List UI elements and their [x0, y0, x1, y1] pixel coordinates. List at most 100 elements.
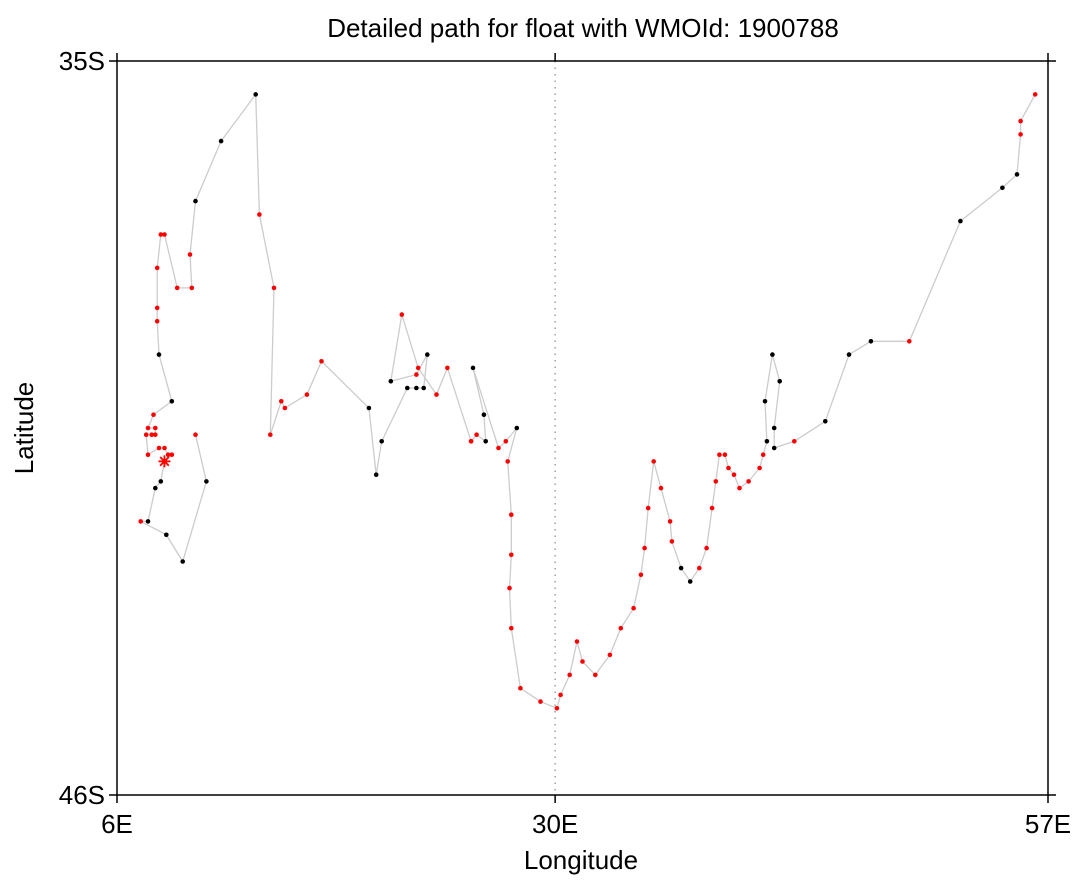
float-position-point [180, 559, 185, 564]
y-axis-ticks: 35S 46S [59, 46, 1056, 810]
float-position-point [204, 479, 209, 484]
float-position-point [474, 432, 479, 438]
float-position-point [507, 585, 512, 591]
float-position-point [868, 339, 874, 344]
float-position-point [193, 198, 198, 204]
y-tick-label: 35S [59, 46, 105, 76]
float-position-point [414, 385, 419, 391]
float-position-point [958, 218, 963, 224]
deploy-asterisk-marker [158, 455, 171, 468]
float-position-point [162, 232, 167, 237]
float-position-point [193, 432, 198, 438]
float-position-point [505, 459, 511, 464]
float-position-point [631, 605, 636, 611]
float-position-point [764, 439, 770, 444]
float-position-point [279, 399, 284, 404]
float-position-point [509, 512, 514, 517]
float-position-point [162, 445, 167, 451]
float-position-point [518, 685, 523, 691]
float-position-point [149, 432, 154, 438]
float-position-point [792, 439, 797, 444]
float-position-point [496, 445, 501, 451]
float-position-point [1000, 185, 1005, 191]
float-position-point [415, 365, 421, 371]
float-position-point [618, 625, 624, 631]
float-position-point [651, 459, 656, 464]
float-position-point [687, 579, 693, 584]
float-position-point [481, 412, 487, 418]
float-position-point [554, 706, 560, 711]
float-position-point [156, 352, 162, 357]
plot-area [116, 60, 1049, 796]
float-position-point [1018, 132, 1023, 137]
float-position-point [445, 365, 450, 371]
float-position-point [607, 652, 613, 658]
float-position-point [151, 412, 156, 418]
float-position-point [366, 405, 372, 411]
float-position-point [777, 379, 782, 384]
float-position-point [770, 352, 775, 357]
float-position-point [737, 485, 742, 491]
float-position-point [907, 339, 912, 344]
float-position-point [746, 479, 751, 484]
float-position-point [153, 485, 158, 491]
plot-frame [116, 60, 1049, 796]
x-axis-title: Longitude [524, 845, 638, 875]
marker-layer [138, 92, 1038, 711]
float-position-point [425, 352, 430, 357]
float-position-point [304, 392, 310, 397]
float-position-point [189, 285, 195, 291]
y-tick-label: 46S [59, 780, 105, 810]
x-axis-ticks: 6E 30E 57E [101, 53, 1071, 839]
float-position-point [174, 285, 180, 291]
float-position-point [762, 399, 768, 404]
float-position-point [669, 539, 675, 544]
float-position-point [421, 385, 427, 391]
float-position-point [145, 425, 151, 431]
float-position-point [145, 519, 151, 524]
x-tick-label: 30E [532, 809, 578, 839]
float-position-point [388, 379, 394, 384]
float-position-point [1014, 172, 1020, 177]
float-position-point [218, 138, 224, 144]
float-position-point [697, 565, 702, 571]
float-position-point [713, 479, 719, 484]
float-position-point [1032, 92, 1038, 97]
float-position-point [509, 552, 514, 558]
float-position-point [771, 425, 777, 431]
float-position-point [164, 532, 169, 538]
float-position-point [638, 572, 644, 578]
y-axis-title: Latitude [9, 382, 39, 475]
float-position-point [156, 445, 162, 451]
float-position-point [709, 505, 715, 511]
float-position-point [470, 365, 476, 371]
float-position-point [257, 212, 262, 217]
float-position-point [574, 639, 580, 644]
x-tick-label: 57E [1025, 809, 1071, 839]
deploy-layer [158, 455, 171, 468]
float-position-point [1018, 118, 1023, 124]
float-position-point [771, 445, 777, 451]
float-position-point [154, 305, 160, 311]
float-position-point [678, 565, 684, 571]
float-position-point [503, 439, 509, 444]
float-position-point [319, 359, 324, 364]
float-position-point [414, 372, 419, 377]
float-position-point [667, 519, 673, 524]
float-position-point [154, 265, 160, 271]
float-position-point [645, 505, 651, 511]
float-position-point [658, 485, 664, 491]
float-position-point [379, 439, 385, 444]
float-position-point [722, 452, 728, 458]
float-position-point [558, 692, 563, 698]
float-position-point [434, 392, 439, 397]
float-position-point [138, 519, 143, 524]
float-position-point [593, 672, 598, 678]
float-position-point [187, 252, 193, 257]
float-position-point [468, 439, 474, 444]
float-position-point [538, 699, 543, 704]
float-position-point [143, 432, 149, 438]
float-position-point [153, 425, 158, 431]
